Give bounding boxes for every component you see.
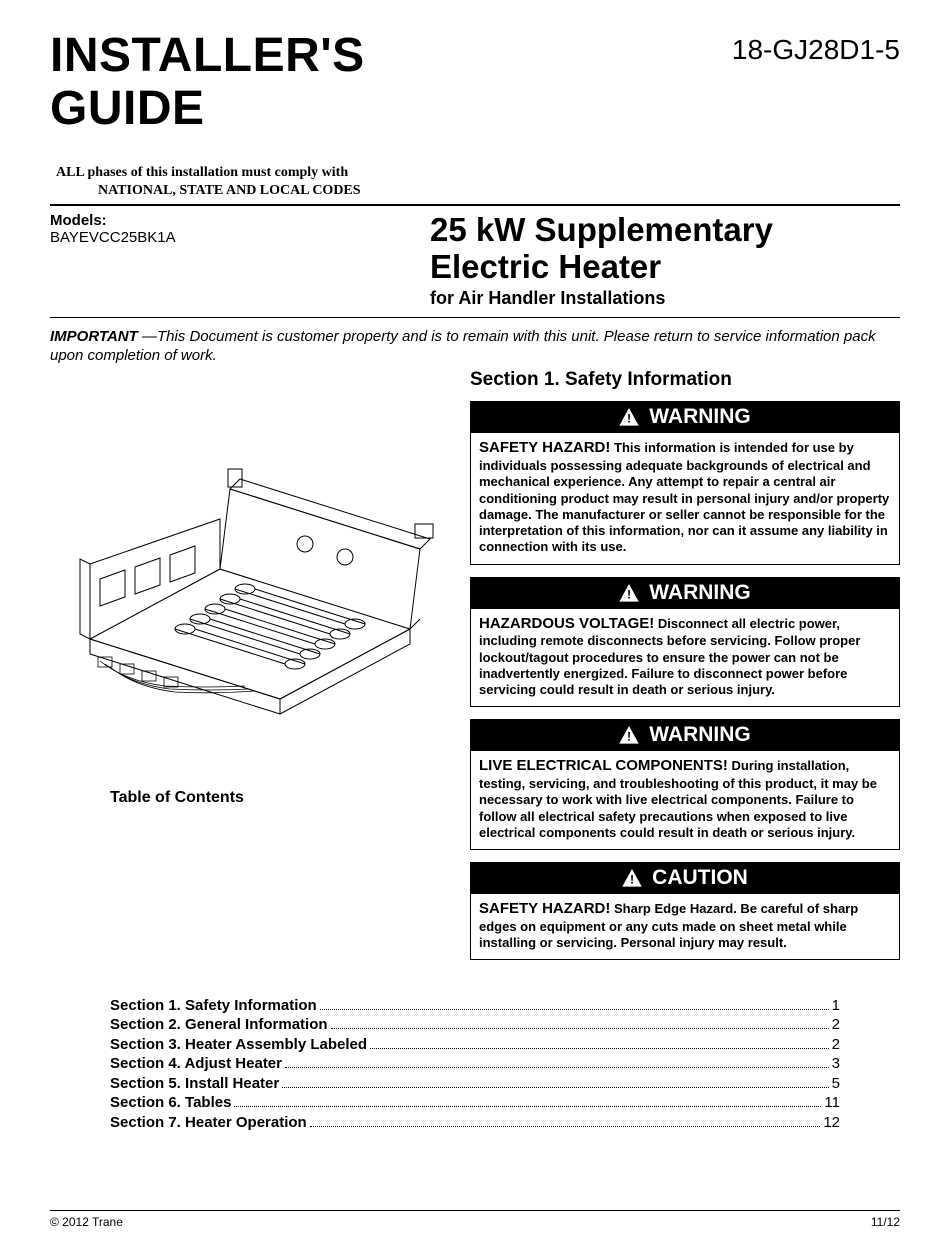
svg-text:!: ! [627,412,631,426]
toc-dots [331,1016,829,1030]
alert-lead: HAZARDOUS VOLTAGE! [479,615,654,632]
toc-label: Section 4. Adjust Heater [110,1055,282,1072]
alert-box: ! WARNING LIVE ELECTRICAL COMPONENTS! Duri… [470,719,900,850]
alert-header: ! CAUTION [471,863,899,894]
toc-dots [310,1113,821,1127]
warning-triangle-icon: ! [619,408,639,426]
alert-lead: SAFETY HAZARD! [479,900,610,917]
heater-diagram [50,429,450,729]
toc-label: Section 7. Heater Operation [110,1114,307,1131]
toc-label: Section 5. Install Heater [110,1075,279,1092]
divider [50,317,900,318]
alert-box: ! WARNING SAFETY HAZARD! This information … [470,401,900,564]
compliance-note: ALL phases of this installation must com… [50,164,900,200]
divider [50,204,900,206]
svg-text:!: ! [627,587,631,601]
document-number: 18-GJ28D1-5 [732,34,900,66]
compliance-line2: NATIONAL, STATE AND LOCAL CODES [56,182,900,200]
alert-body: SAFETY HAZARD! This information is inten… [471,433,899,563]
alert-text: This information is intended for use by … [479,440,889,554]
main-title-line1: INSTALLER'S [50,30,365,83]
main-title-line2: GUIDE [50,83,365,136]
toc-row: Section 6. Tables 11 [110,1094,840,1112]
toc-row: Section 4. Adjust Heater 3 [110,1055,840,1073]
important-note: IMPORTANT —This Document is customer pro… [50,328,900,366]
section-1-heading: Section 1. Safety Information [470,369,900,391]
alert-header: ! WARNING [471,578,899,609]
product-subtitle: for Air Handler Installations [430,288,900,309]
svg-text:!: ! [627,730,631,744]
alert-body: LIVE ELECTRICAL COMPONENTS! During insta… [471,751,899,849]
toc-label: Section 6. Tables [110,1094,231,1111]
toc-page: 11 [824,1094,840,1111]
svg-text:!: ! [630,873,634,887]
toc-row: Section 2. General Information 2 [110,1016,840,1034]
footer-divider [50,1210,900,1211]
product-title-line2: Electric Heater [430,249,900,286]
page-footer: © 2012 Trane 11/12 [50,1210,900,1229]
toc-dots [282,1074,828,1088]
toc-heading: Table of Contents [50,789,450,807]
toc-row: Section 5. Install Heater 5 [110,1074,840,1092]
alert-header: ! WARNING [471,402,899,433]
product-block: 25 kW Supplementary Electric Heater for … [430,212,900,309]
toc-page: 2 [832,1036,840,1053]
toc-row: Section 7. Heater Operation 12 [110,1113,840,1131]
toc-dots [234,1094,821,1108]
copyright: © 2012 Trane [50,1215,123,1229]
alert-lead: SAFETY HAZARD! [479,439,610,456]
alert-header-text: CAUTION [652,866,748,890]
toc-row: Section 3. Heater Assembly Labeled 2 [110,1035,840,1053]
product-title-line1: 25 kW Supplementary [430,212,900,249]
heater-diagram-svg [50,429,450,729]
toc-row: Section 1. Safety Information 1 [110,996,840,1014]
alert-box: ! CAUTION SAFETY HAZARD! Sharp Edge Hazard… [470,862,900,960]
alert-lead: LIVE ELECTRICAL COMPONENTS! [479,757,728,774]
alert-box: ! WARNING HAZARDOUS VOLTAGE! Disconnect al… [470,577,900,708]
toc-page: 3 [832,1055,840,1072]
alert-body: SAFETY HAZARD! Sharp Edge Hazard. Be car… [471,894,899,959]
toc-label: Section 2. General Information [110,1016,328,1033]
models-label: Models: [50,212,176,229]
toc-label: Section 1. Safety Information [110,997,317,1014]
models-block: Models: BAYEVCC25BK1A [50,212,176,309]
toc-label: Section 3. Heater Assembly Labeled [110,1036,367,1053]
warning-triangle-icon: ! [619,584,639,602]
alert-header: ! WARNING [471,720,899,751]
toc-dots [285,1055,829,1069]
toc-dots [320,996,829,1010]
toc-page: 12 [823,1114,840,1131]
important-text: —This Document is customer property and … [50,328,876,364]
alert-header-text: WARNING [649,723,751,747]
important-lead: IMPORTANT [50,328,138,345]
warning-triangle-icon: ! [619,726,639,744]
toc-dots [370,1035,829,1049]
table-of-contents: Section 1. Safety Information 1 Section 2.… [50,996,900,1131]
toc-page: 2 [832,1016,840,1033]
models-value: BAYEVCC25BK1A [50,229,176,246]
alert-body: HAZARDOUS VOLTAGE! Disconnect all electr… [471,609,899,707]
toc-page: 1 [832,997,840,1014]
warning-triangle-icon: ! [622,869,642,887]
toc-page: 5 [832,1075,840,1092]
alert-header-text: WARNING [649,405,751,429]
page-number: 11/12 [871,1215,900,1229]
alert-header-text: WARNING [649,581,751,605]
compliance-line1: ALL phases of this installation must com… [56,164,900,182]
